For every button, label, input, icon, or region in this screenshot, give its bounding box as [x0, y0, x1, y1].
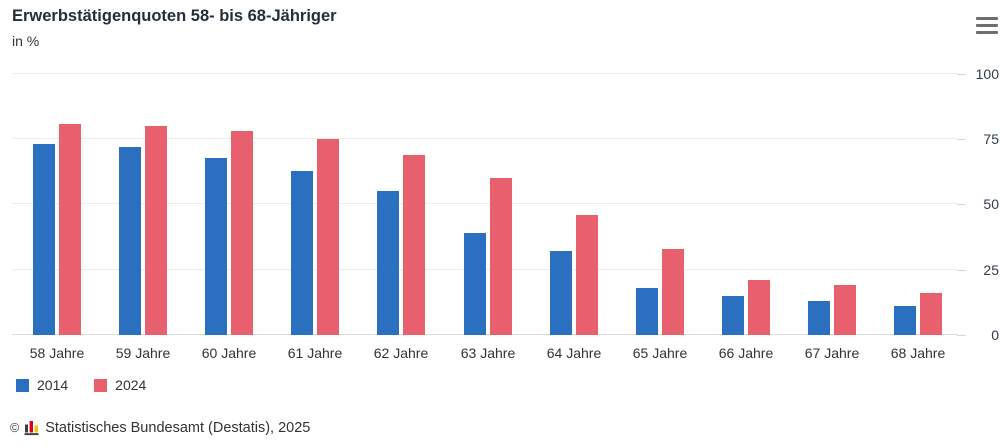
- bar-2024-68-jahre[interactable]: [920, 293, 942, 335]
- y-axis-label-75: 75: [983, 131, 999, 147]
- bar-group-65-jahre: [636, 249, 684, 335]
- legend-label-2024: 2024: [115, 377, 147, 393]
- legend-item-2014[interactable]: 2014: [16, 377, 68, 393]
- x-axis-label-64-jahre: 64 Jahre: [546, 345, 602, 361]
- bar-2024-63-jahre[interactable]: [490, 178, 512, 335]
- bar-2014-62-jahre[interactable]: [377, 191, 399, 335]
- bar-2014-58-jahre[interactable]: [33, 144, 55, 335]
- bar-group-67-jahre: [808, 285, 856, 335]
- bar-2014-68-jahre[interactable]: [894, 306, 916, 335]
- bar-group-66-jahre: [722, 280, 770, 335]
- bar-group-62-jahre: [377, 155, 425, 335]
- y-tick-75: [957, 139, 966, 140]
- legend-label-2014: 2014: [37, 377, 69, 393]
- menu-button[interactable]: [974, 12, 1000, 38]
- bar-2014-66-jahre[interactable]: [722, 296, 744, 335]
- bar-2014-61-jahre[interactable]: [291, 171, 313, 335]
- y-tick-50: [957, 204, 966, 205]
- legend-swatch-2014: [16, 378, 29, 392]
- x-axis-label-66-jahre: 66 Jahre: [718, 345, 774, 361]
- plot-area: [12, 73, 958, 335]
- gridline-50: [12, 203, 958, 204]
- bar-group-59-jahre: [119, 126, 167, 335]
- bar-2014-60-jahre[interactable]: [205, 158, 227, 335]
- bar-2024-62-jahre[interactable]: [403, 155, 425, 335]
- x-axis-label-67-jahre: 67 Jahre: [804, 345, 860, 361]
- bar-group-63-jahre: [464, 178, 512, 335]
- bar-2024-59-jahre[interactable]: [145, 126, 167, 335]
- source-attribution: © Statistisches Bundesamt (Destatis), 20…: [10, 420, 310, 436]
- bar-group-64-jahre: [550, 215, 598, 335]
- y-tick-0: [957, 335, 966, 336]
- x-axis-label-65-jahre: 65 Jahre: [632, 345, 688, 361]
- y-axis-label-50: 50: [983, 196, 999, 212]
- bar-2014-65-jahre[interactable]: [636, 288, 658, 335]
- bar-group-61-jahre: [291, 139, 339, 335]
- x-axis-label-61-jahre: 61 Jahre: [287, 345, 343, 361]
- bar-2014-67-jahre[interactable]: [808, 301, 830, 335]
- x-axis-label-58-jahre: 58 Jahre: [29, 345, 85, 361]
- legend-swatch-2024: [94, 378, 108, 392]
- chart-title: Erwerbstätigenquoten 58- bis 68-Jähriger: [12, 7, 337, 25]
- bar-2024-60-jahre[interactable]: [231, 131, 253, 335]
- bar-2024-66-jahre[interactable]: [748, 280, 770, 335]
- bar-2024-61-jahre[interactable]: [317, 139, 339, 335]
- x-axis-label-63-jahre: 63 Jahre: [460, 345, 516, 361]
- bar-2024-67-jahre[interactable]: [834, 285, 856, 335]
- bar-2024-58-jahre[interactable]: [59, 124, 81, 335]
- destatis-mini-bar-chart-icon: [24, 421, 39, 436]
- bar-2024-65-jahre[interactable]: [662, 249, 684, 335]
- gridline-75: [12, 138, 958, 139]
- bar-2024-64-jahre[interactable]: [576, 215, 598, 335]
- bar-group-60-jahre: [205, 131, 253, 335]
- bar-group-58-jahre: [33, 124, 81, 335]
- hamburger-icon: [976, 30, 998, 34]
- x-axis-label-59-jahre: 59 Jahre: [115, 345, 171, 361]
- y-axis-label-100: 100: [975, 66, 999, 82]
- bar-2014-59-jahre[interactable]: [119, 147, 141, 335]
- x-axis-label-60-jahre: 60 Jahre: [201, 345, 257, 361]
- hamburger-icon: [976, 16, 998, 20]
- legend-item-2024[interactable]: 2024: [94, 377, 146, 393]
- copyright-symbol: ©: [10, 421, 20, 435]
- hamburger-icon: [976, 23, 998, 27]
- legend: 2014 2024: [16, 377, 146, 393]
- x-axis-label-62-jahre: 62 Jahre: [373, 345, 429, 361]
- y-axis-label-25: 25: [983, 262, 999, 278]
- source-text: Statistisches Bundesamt (Destatis), 2025: [45, 420, 311, 436]
- bar-2014-63-jahre[interactable]: [464, 233, 486, 335]
- y-axis-label-0: 0: [991, 327, 999, 343]
- y-tick-100: [957, 74, 966, 75]
- y-tick-25: [957, 270, 966, 271]
- bar-2014-64-jahre[interactable]: [550, 251, 572, 335]
- chart-unit-label: in %: [12, 33, 40, 49]
- x-axis-label-68-jahre: 68 Jahre: [890, 345, 946, 361]
- gridline-100: [12, 73, 958, 74]
- bar-group-68-jahre: [894, 293, 942, 335]
